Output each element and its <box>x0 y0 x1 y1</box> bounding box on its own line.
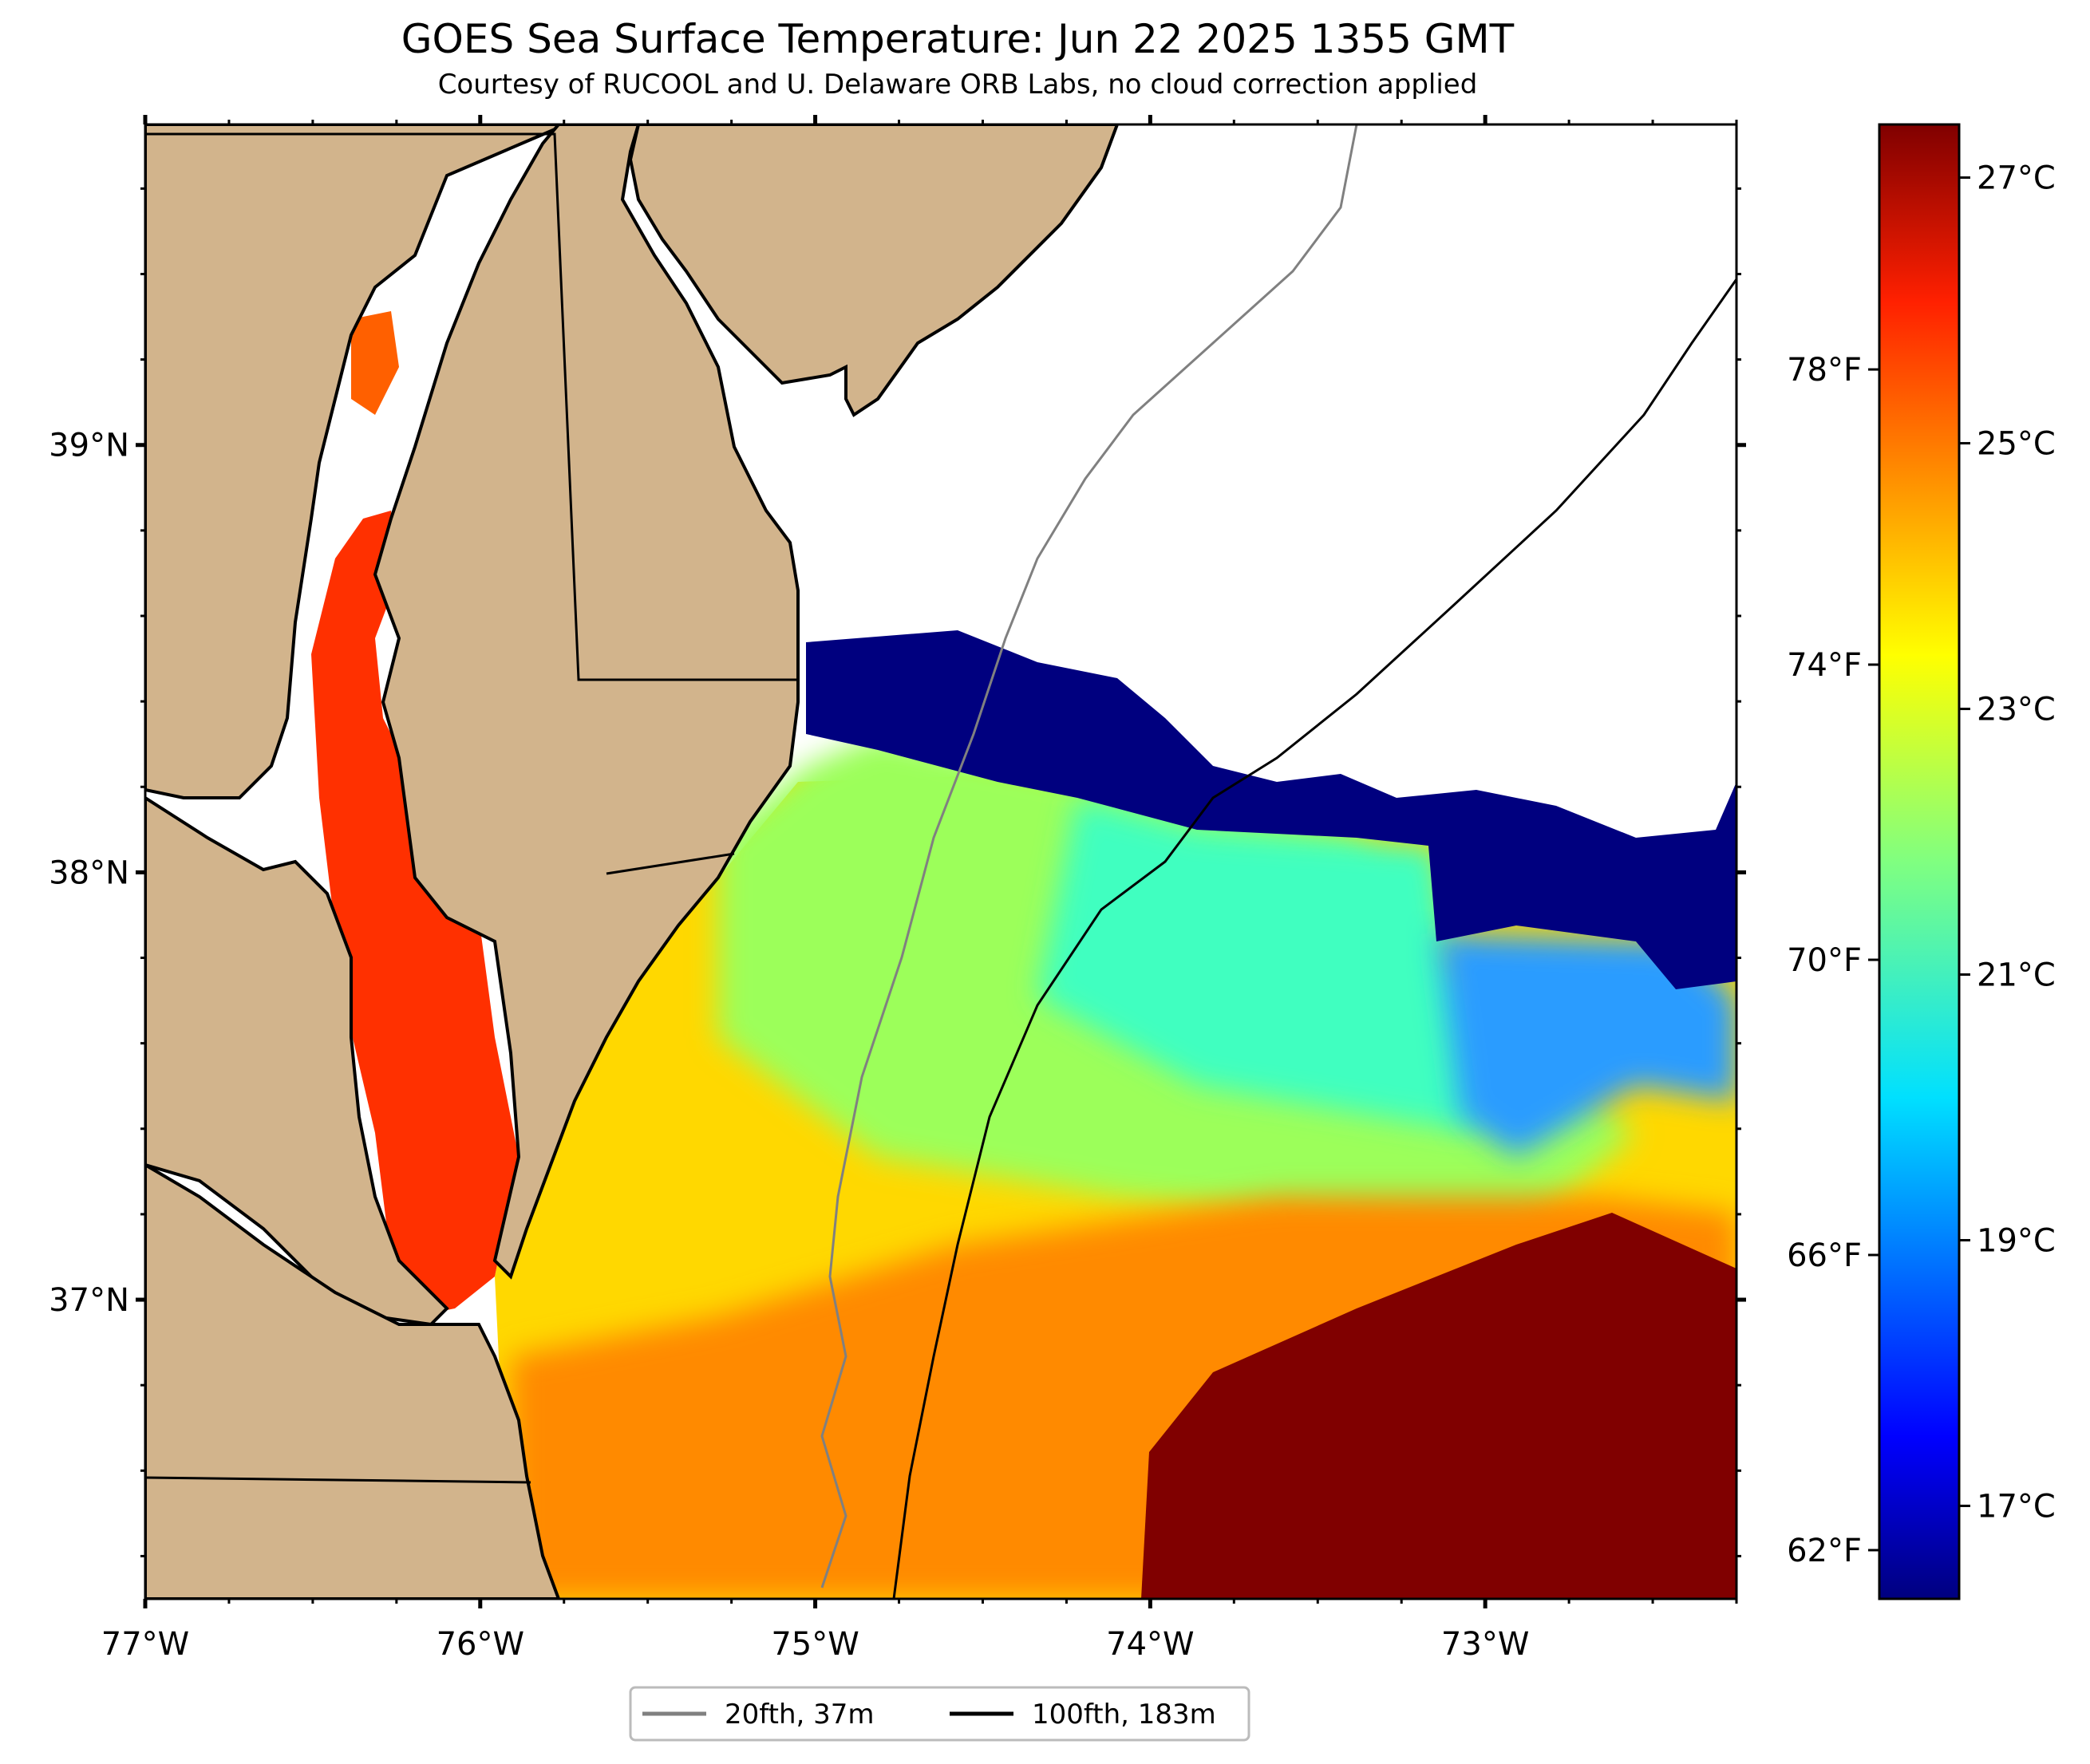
sst-bay-north <box>351 311 399 415</box>
colorbar-c-label: 23°C <box>1977 692 2056 728</box>
isobath-20fth <box>820 124 1358 1588</box>
isobaths <box>820 124 1736 1599</box>
border-md-va <box>606 852 735 875</box>
colorbar-c-label: 27°C <box>1977 160 2056 197</box>
colorbar-f-label: 62°F <box>1787 1533 1862 1569</box>
land <box>145 124 1120 1599</box>
sst-chesapeake <box>311 511 519 1316</box>
lon-tick-label: 76°W <box>437 1626 524 1663</box>
sst-cool-blue <box>1436 933 1736 1157</box>
lon-tick-label: 75°W <box>771 1626 859 1663</box>
colorbar-c-label: 21°C <box>1977 957 2056 994</box>
sst-shelf-cyan <box>1037 798 1516 1133</box>
land-delmarva <box>373 124 800 1280</box>
colorbar <box>1878 123 1961 1600</box>
chart-title: GOES Sea Surface Temperature: Jun 22 202… <box>401 16 1515 62</box>
sst-cold-band <box>806 630 1736 989</box>
map-area <box>145 124 1736 1599</box>
latitude-axis: 39°N 38°N 37°N <box>49 187 1746 1557</box>
legend-label-20fth: 20fth, 37m <box>725 1699 875 1730</box>
colorbar-c-label: 19°C <box>1977 1222 2056 1259</box>
border-va-nc <box>145 1476 531 1484</box>
land-new-jersey <box>628 124 1120 417</box>
legend-box <box>629 1686 1250 1742</box>
lat-tick-label: 37°N <box>49 1282 129 1319</box>
isobath-legend: 20fth, 37m 100fth, 183m <box>629 1686 1250 1742</box>
lat-tick-label: 39°N <box>49 428 129 464</box>
sst-gulf-stream <box>1141 1213 1736 1599</box>
sst-field <box>311 311 1736 1599</box>
lon-tick-label: 77°W <box>101 1626 189 1663</box>
land-western-shore-mid <box>145 795 449 1327</box>
legend-label-100fth: 100fth, 183m <box>1032 1699 1216 1730</box>
state-borders <box>145 132 798 1484</box>
colorbar-f-label: 66°F <box>1787 1237 1862 1274</box>
isobath-100fth <box>892 278 1736 1599</box>
map-frame <box>144 123 1738 1600</box>
colorbar-f-label: 74°F <box>1787 647 1862 684</box>
lon-tick-label: 74°W <box>1106 1626 1194 1663</box>
colorbar-c-label: 17°C <box>1977 1488 2056 1525</box>
chart-subtitle: Courtesy of RUCOOL and U. Delaware ORB L… <box>437 69 1478 101</box>
colorbar-fahrenheit-ticks: 78°F 74°F 70°F 66°F 62°F <box>1787 352 1879 1569</box>
land-western-shore-south <box>145 1162 561 1599</box>
border-md-de <box>145 132 798 681</box>
lon-tick-label: 73°W <box>1441 1626 1529 1663</box>
colorbar-f-label: 78°F <box>1787 352 1862 389</box>
colorbar-celsius-ticks: 27°C 25°C 23°C 21°C 19°C 17°C <box>1959 160 2056 1525</box>
longitude-axis: 77°W 76°W 75°W 74°W 73°W <box>101 115 1738 1663</box>
land-western-shore-north <box>145 124 560 799</box>
colorbar-c-label: 25°C <box>1977 426 2056 463</box>
colorbar-f-label: 70°F <box>1787 942 1862 979</box>
lat-tick-label: 38°N <box>49 854 129 891</box>
